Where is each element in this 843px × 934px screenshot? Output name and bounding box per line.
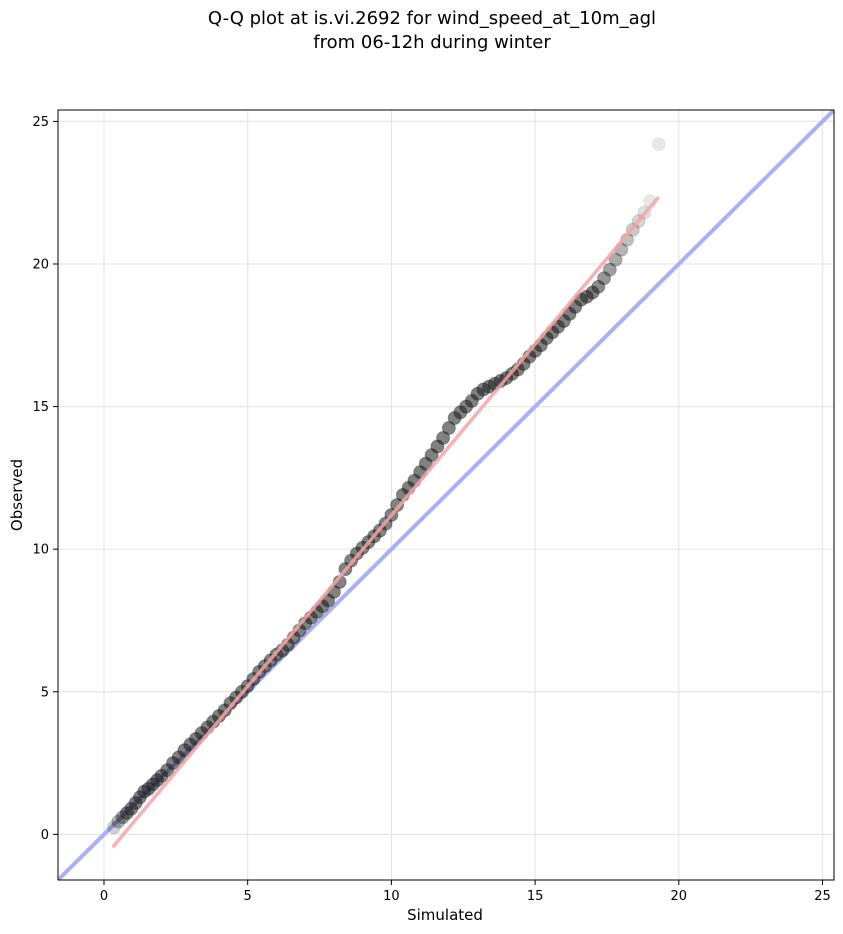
- data-point-89: [602, 262, 617, 277]
- data-point-52: [390, 497, 405, 512]
- x-tick-label-2: 10: [383, 889, 400, 904]
- chart-title-line-2: from 06-12h during winter: [313, 32, 551, 53]
- y-axis-label: Observed: [8, 459, 26, 531]
- x-tick-label-3: 15: [527, 889, 544, 904]
- x-axis-label: Simulated: [407, 906, 483, 924]
- x-tick-label-0: 0: [100, 889, 108, 904]
- data-point-60: [436, 430, 451, 445]
- y-axis-ticks: 0 5 10 15 20 25: [32, 115, 58, 843]
- data-point-88: [597, 271, 612, 286]
- y-tick-label-1: 5: [41, 685, 49, 700]
- data-point-0: [107, 820, 122, 835]
- data-point-61: [441, 420, 456, 435]
- y-tick-label-2: 10: [32, 543, 49, 558]
- y-tick-label-4: 20: [32, 258, 49, 273]
- x-axis-ticks: 0 5 10 15 20 25: [100, 880, 831, 904]
- x-tick-label-1: 5: [244, 889, 252, 904]
- plot-area: [58, 110, 834, 880]
- data-point-87: [591, 279, 606, 294]
- data-point-90: [608, 252, 623, 267]
- chart-title: Q-Q plot at is.vi.2692 for wind_speed_at…: [208, 8, 656, 53]
- x-tick-label-5: 25: [814, 889, 831, 904]
- y-tick-label-3: 15: [32, 400, 49, 415]
- y-tick-label-5: 25: [32, 115, 49, 130]
- fit-line: [111, 195, 661, 849]
- x-tick-label-4: 20: [671, 889, 688, 904]
- data-points: [107, 137, 666, 835]
- chart-title-line-1: Q-Q plot at is.vi.2692 for wind_speed_at…: [208, 8, 656, 29]
- grid: [58, 110, 834, 880]
- data-point-1: [111, 814, 126, 829]
- plot-frame: [57, 109, 835, 881]
- data-point-97: [651, 137, 666, 152]
- y-tick-label-0: 0: [41, 828, 49, 843]
